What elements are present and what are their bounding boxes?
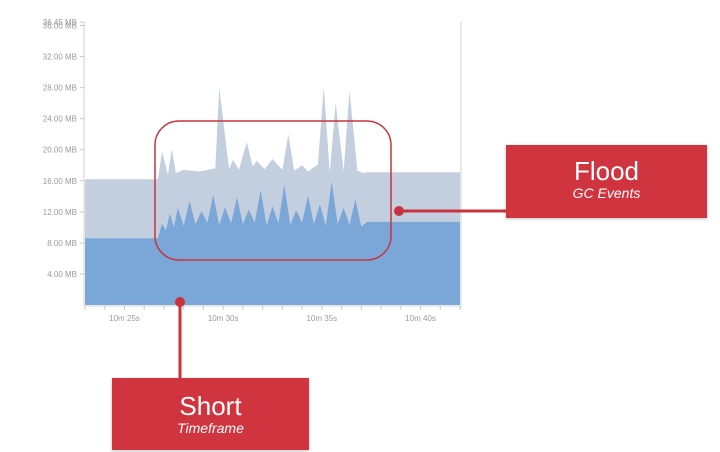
y-tick-label: 12.00 MB (43, 208, 77, 217)
y-tick-label: 36.45 MB (43, 18, 77, 27)
x-tick-label: 10m 25s (109, 314, 140, 323)
y-tick-label: 24.00 MB (43, 115, 77, 124)
chart-areas (85, 86, 460, 305)
y-tick-label: 36.00 MB (43, 21, 77, 30)
flood-connector-dot (394, 206, 404, 216)
flood-callout: Flood GC Events (506, 145, 707, 218)
short-connector-dot (175, 297, 185, 307)
y-tick-label: 28.00 MB (43, 84, 77, 93)
x-tick-label: 10m 40s (405, 314, 436, 323)
series-area-1 (85, 181, 460, 305)
y-tick-label: 20.00 MB (43, 146, 77, 155)
y-tick-label: 4.00 MB (47, 270, 77, 279)
y-tick-label: 32.00 MB (43, 53, 77, 62)
short-subtitle: Timeframe (177, 420, 244, 436)
flood-title: Flood (573, 156, 640, 186)
flood-subtitle: GC Events (572, 185, 641, 201)
chart-axes (83, 22, 462, 307)
x-tick-label: 10m 30s (208, 314, 239, 323)
x-axis-ticks: 10m 25s 10m 30s 10m 35s 10m 40s (84, 306, 461, 323)
flood-highlight-box (154, 120, 392, 261)
y-tick-label: 16.00 MB (43, 177, 77, 186)
x-tick-label: 10m 35s (306, 314, 337, 323)
y-tick-label: 8.00 MB (47, 239, 77, 248)
short-title: Short (179, 391, 242, 421)
short-callout: Short Timeframe (112, 378, 309, 450)
